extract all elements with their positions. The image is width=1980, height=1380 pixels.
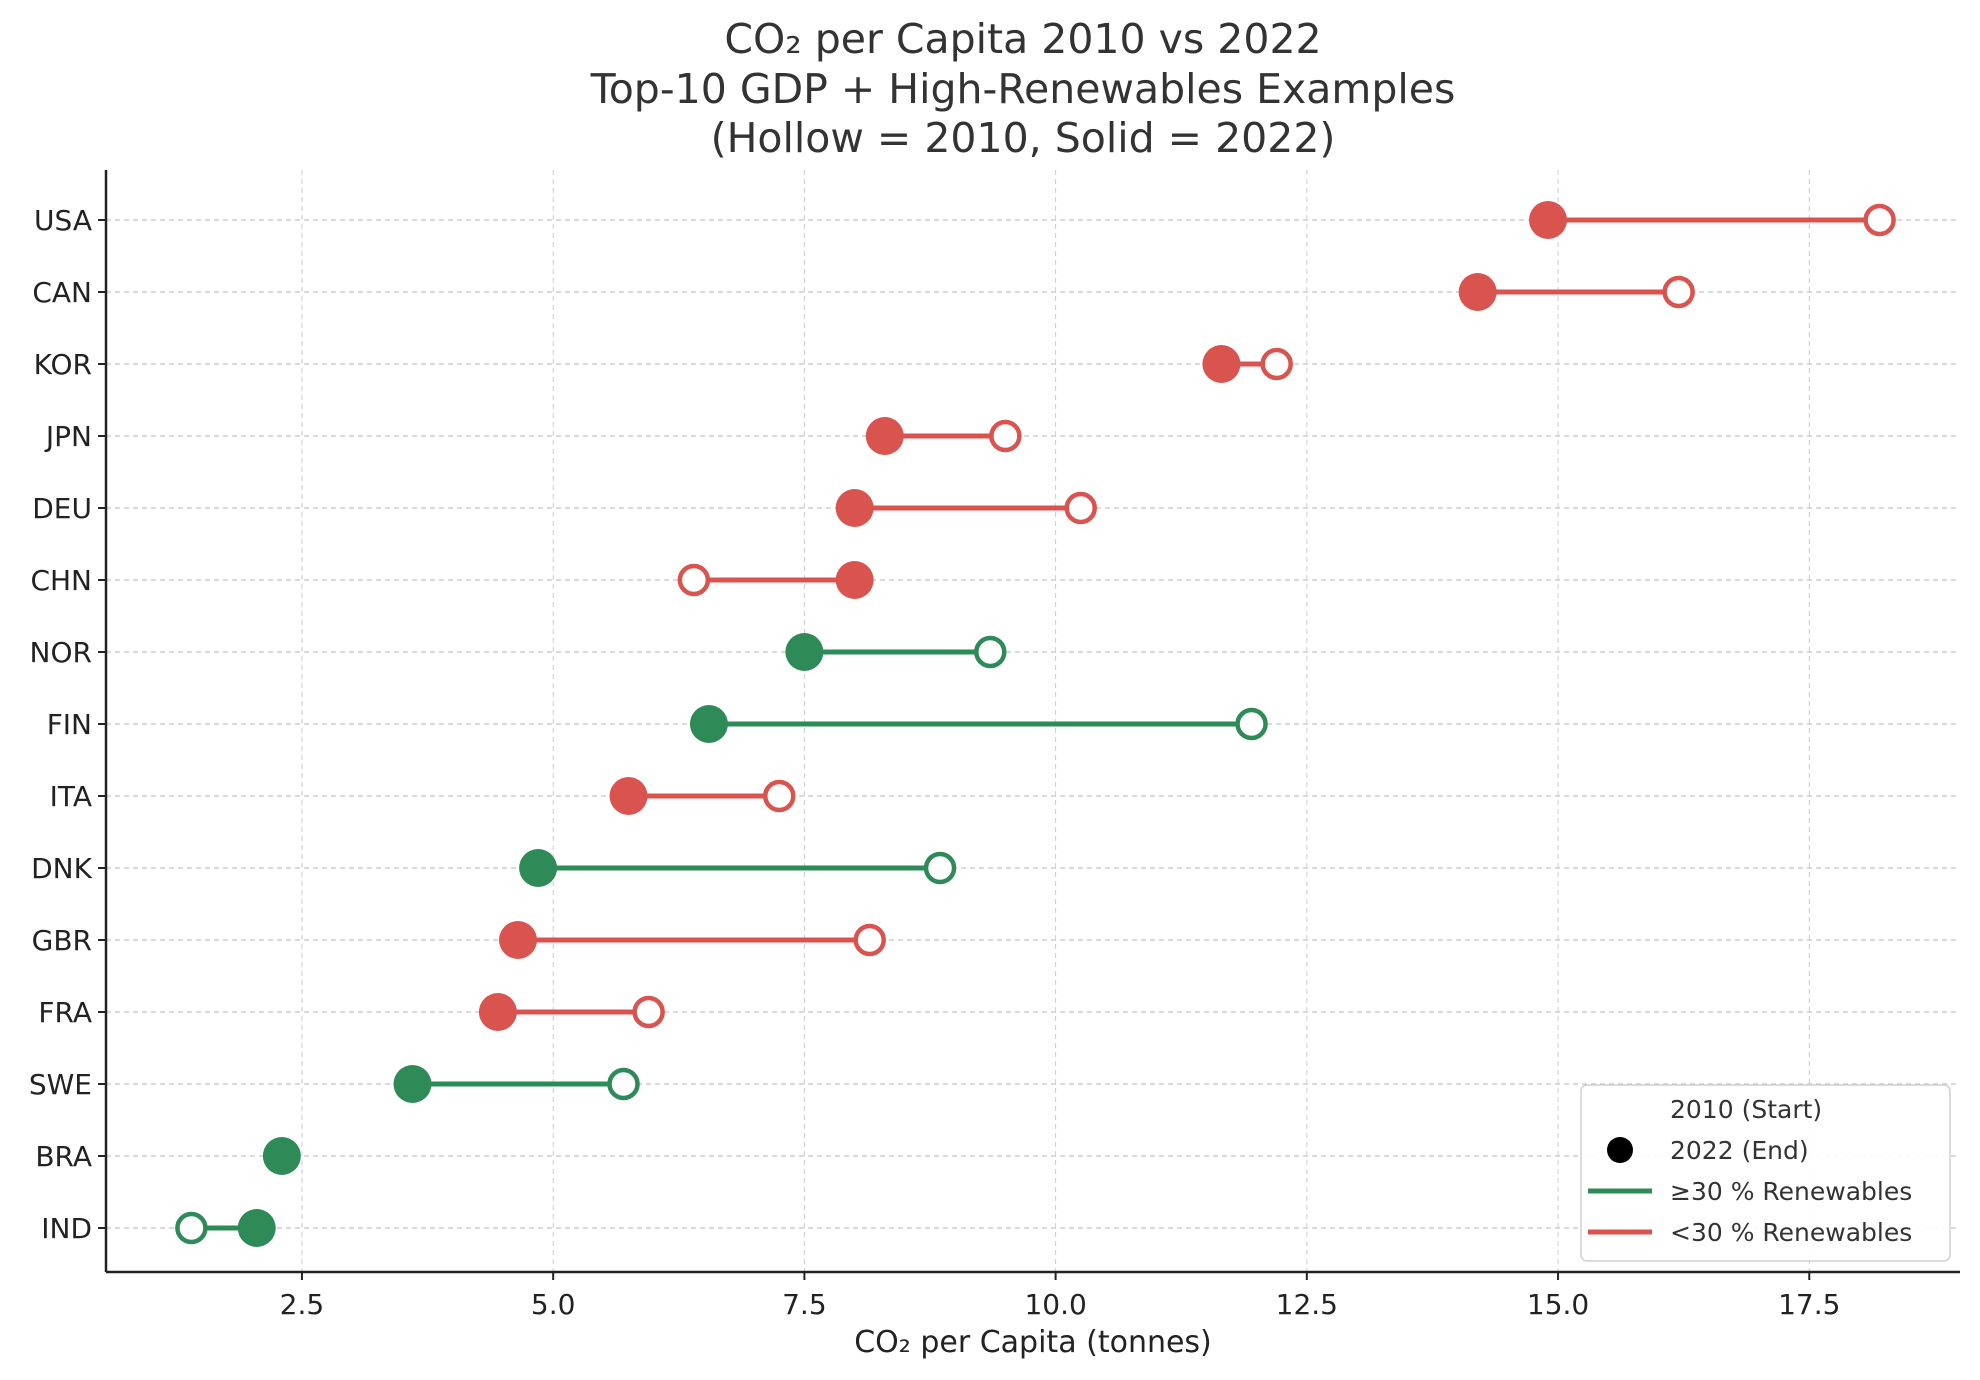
point-2022-fin: [689, 705, 728, 743]
legend-low-label: <30 % Renewables: [1670, 1218, 1912, 1247]
y-tick-label-nor: NOR: [30, 636, 92, 669]
point-2010-can: [1662, 275, 1695, 309]
x-tick-label: 2.5: [280, 1288, 325, 1321]
point-2022-deu: [835, 489, 874, 527]
chart-title-line-1: CO₂ per Capita 2010 vs 2022: [724, 15, 1321, 63]
point-2022-usa: [1529, 201, 1567, 239]
point-2010-ind: [175, 1211, 208, 1245]
y-tick-label-ita: ITA: [50, 780, 92, 813]
y-tick-label-swe: SWE: [29, 1068, 92, 1101]
x-tick-label: 12.5: [1276, 1288, 1338, 1321]
y-tick-label-kor: KOR: [34, 348, 92, 381]
point-2010-usa: [1863, 203, 1896, 237]
y-tick-label-chn: CHN: [30, 564, 92, 597]
y-tick-label-fin: FIN: [47, 708, 92, 741]
y-tick-label-bra: BRA: [35, 1140, 92, 1173]
legend: 2010 (Start) 2022 (End) ≥30 % Renewables <3…: [1580, 1084, 1951, 1262]
chart-title: CO₂ per Capita 2010 vs 2022 Top-10 GDP +…: [590, 15, 1456, 162]
point-2022-dnk: [519, 849, 558, 887]
point-2010-swe: [607, 1067, 640, 1101]
point-2010-deu: [1064, 491, 1097, 525]
point-2022-jpn: [865, 417, 904, 455]
legend-end-label: 2022 (End): [1670, 1136, 1809, 1165]
x-tick-label: 5.0: [531, 1288, 576, 1321]
x-tick-label: 10.0: [1024, 1288, 1086, 1321]
y-tick-label-deu: DEU: [32, 492, 92, 525]
point-2010-chn: [677, 563, 711, 597]
legend-box: [1580, 1084, 1951, 1262]
point-2022-bra: [262, 1137, 301, 1175]
point-2022-fra: [478, 993, 517, 1031]
point-2022-gbr: [499, 921, 537, 959]
point-2010-fra: [632, 995, 665, 1029]
y-tick-label-dnk: DNK: [31, 852, 93, 885]
point-2022-swe: [393, 1065, 432, 1103]
point-2022-ita: [609, 777, 648, 815]
data-marks: [175, 201, 1896, 1247]
x-axis-label: CO₂ per Capita (tonnes): [854, 1325, 1212, 1360]
chart-title-line-3: (Hollow = 2010, Solid = 2022): [711, 114, 1336, 162]
point-2010-nor: [974, 635, 1007, 669]
point-2010-dnk: [923, 851, 957, 885]
x-tick-label: 17.5: [1778, 1288, 1840, 1321]
point-2010-gbr: [853, 923, 886, 957]
y-tick-label-can: CAN: [32, 276, 92, 309]
point-2010-fin: [1235, 707, 1268, 741]
point-2022-chn: [835, 561, 874, 599]
legend-high-label: ≥30 % Renewables: [1670, 1177, 1912, 1206]
y-tick-label-fra: FRA: [38, 996, 92, 1029]
axes: 2.5 5.0 7.5 10.0 12.5 15.0 17.5 USA CAN KOR JPN DEU…: [29, 170, 1960, 1321]
x-tick-label: 15.0: [1527, 1288, 1589, 1321]
point-2010-ita: [763, 779, 796, 813]
y-tick-label-gbr: GBR: [32, 924, 92, 957]
legend-2022-marker: [1607, 1137, 1633, 1163]
chart-title-line-2: Top-10 GDP + High-Renewables Examples: [590, 65, 1456, 113]
y-tick-label-jpn: JPN: [44, 420, 92, 453]
point-2010-jpn: [989, 419, 1022, 453]
y-tick-label-ind: IND: [41, 1212, 92, 1245]
point-2022-nor: [785, 633, 824, 671]
y-tick-label-usa: USA: [34, 204, 92, 237]
point-2022-can: [1458, 273, 1497, 311]
point-2022-ind: [237, 1209, 276, 1247]
point-2010-kor: [1260, 347, 1293, 381]
point-2022-kor: [1202, 345, 1241, 383]
legend-start-label: 2010 (Start): [1670, 1095, 1822, 1124]
x-tick-label: 7.5: [782, 1288, 827, 1321]
